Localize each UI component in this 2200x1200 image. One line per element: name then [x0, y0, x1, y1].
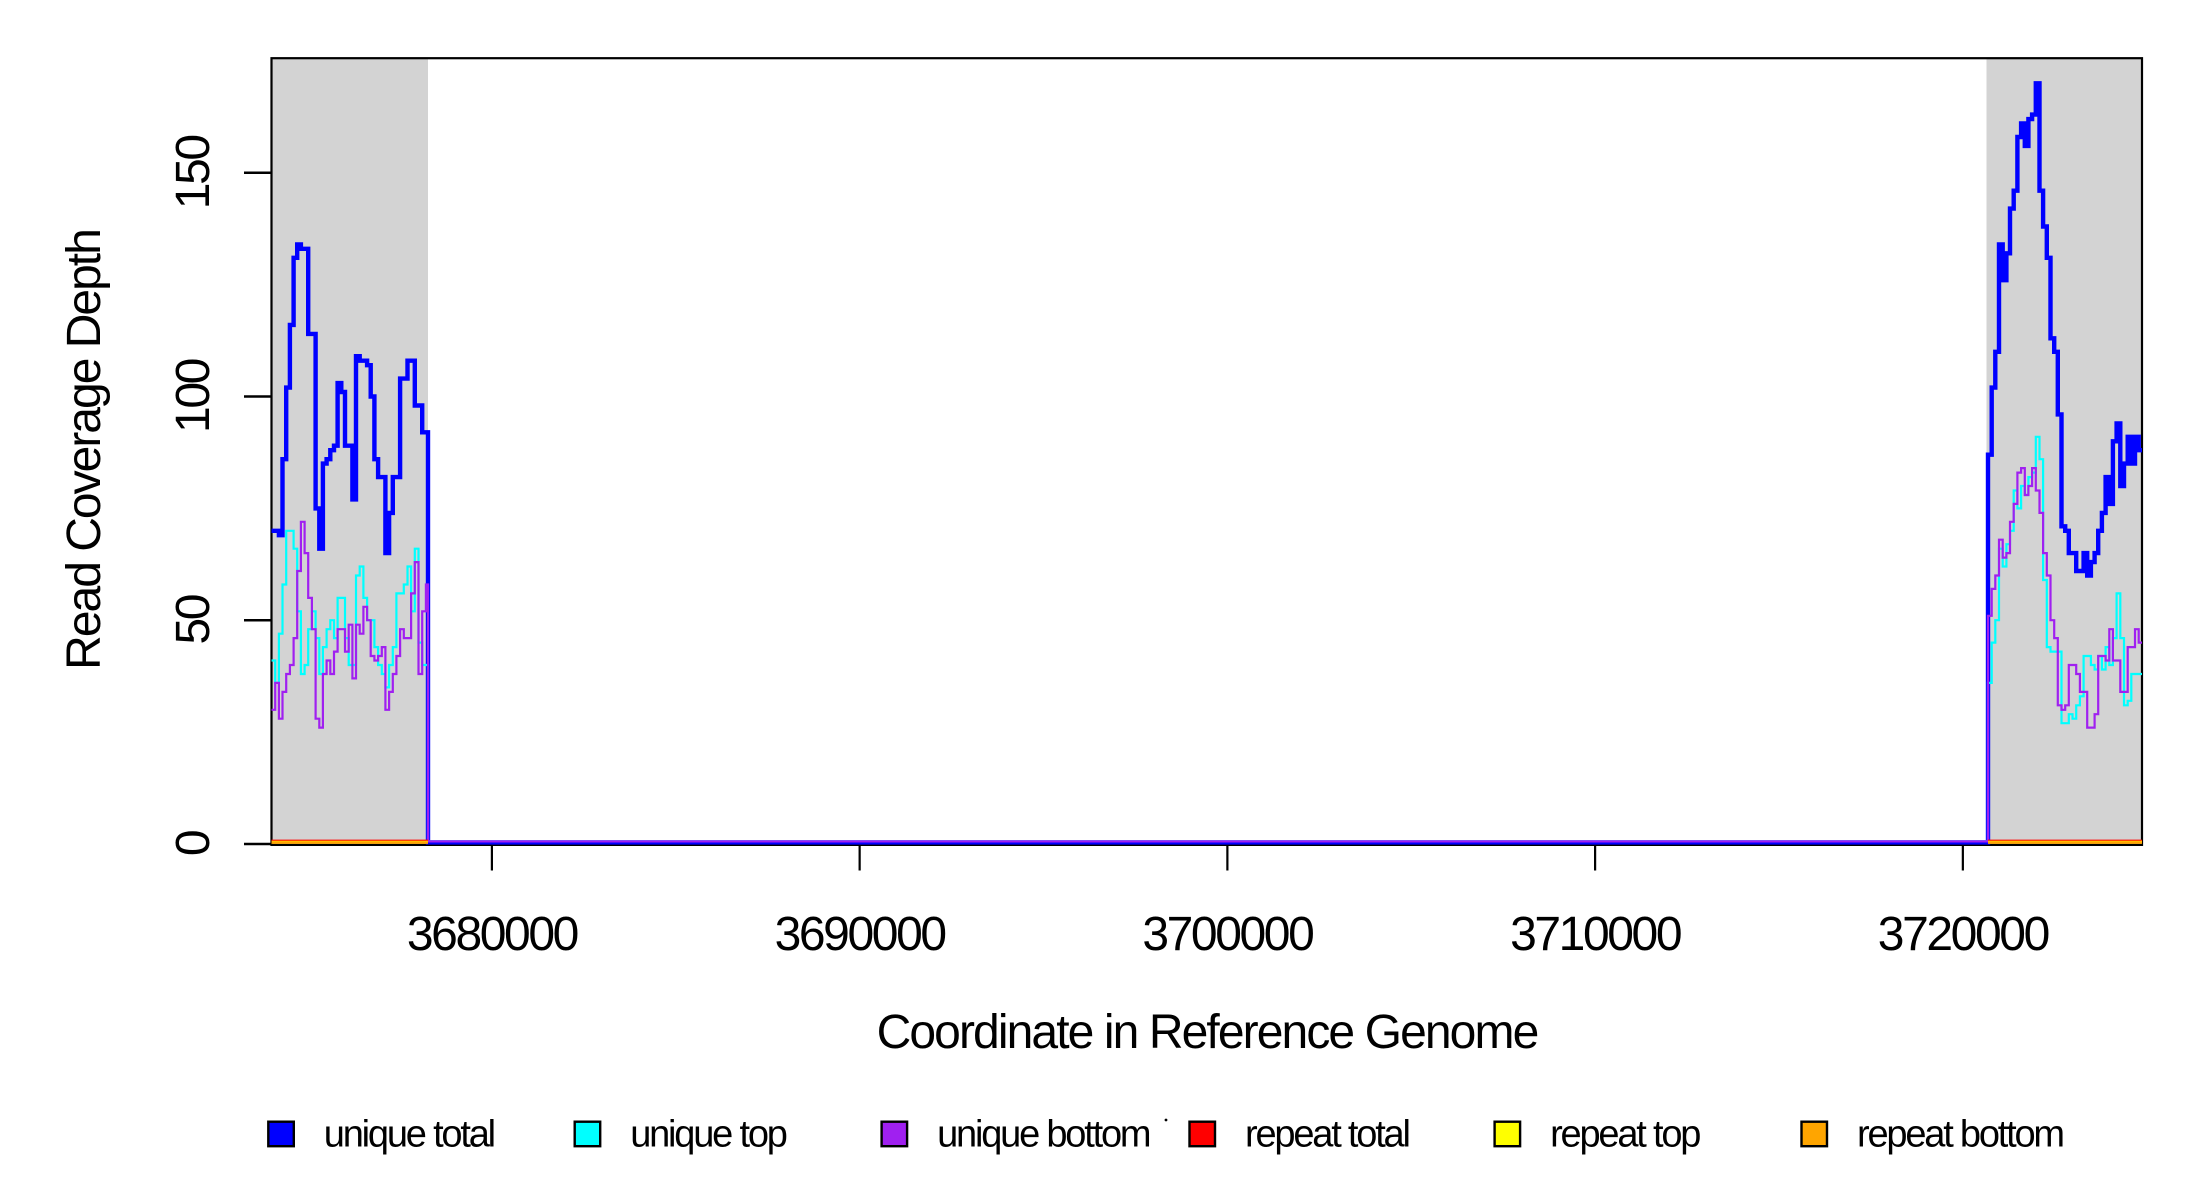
svg-text:unique total: unique total [324, 1114, 494, 1156]
svg-text:0: 0 [167, 831, 220, 856]
svg-text:unique bottom: unique bottom [937, 1114, 1150, 1156]
svg-text:50: 50 [167, 595, 220, 644]
svg-text:Read Coverage Depth: Read Coverage Depth [58, 230, 111, 670]
svg-text:repeat bottom: repeat bottom [1857, 1114, 2063, 1156]
svg-text:150: 150 [167, 136, 220, 210]
svg-text:unique top: unique top [630, 1114, 787, 1156]
svg-text:Coordinate in Reference Genome: Coordinate in Reference Genome [877, 1006, 1538, 1059]
svg-text:3680000: 3680000 [407, 908, 578, 961]
svg-text:3710000: 3710000 [1510, 908, 1681, 961]
svg-text:3720000: 3720000 [1878, 908, 2049, 961]
svg-text:repeat top: repeat top [1550, 1114, 1700, 1156]
svg-text:100: 100 [167, 359, 220, 433]
svg-text:3690000: 3690000 [775, 908, 946, 961]
svg-text:repeat total: repeat total [1245, 1114, 1409, 1156]
svg-text:3700000: 3700000 [1142, 908, 1313, 961]
